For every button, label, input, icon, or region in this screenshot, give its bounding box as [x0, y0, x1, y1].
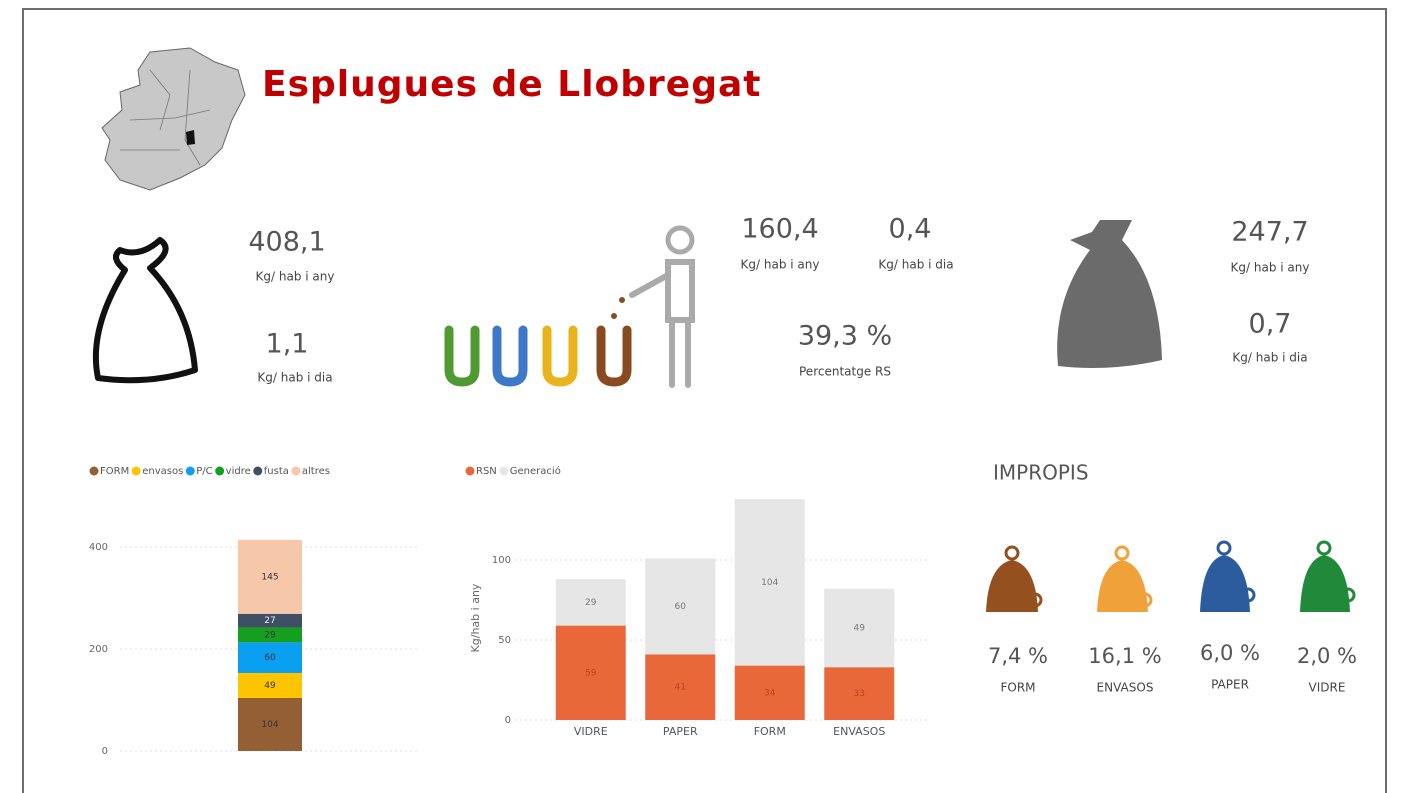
bar-segment: [238, 642, 302, 673]
bar-segment: [824, 667, 895, 720]
legend-marker: [499, 466, 509, 476]
y-tick-label: 400: [89, 542, 108, 553]
page-title: Esplugues de Llobregat: [262, 64, 761, 105]
kpi-value: 1,1: [266, 329, 309, 360]
x-tick-label: VIDRE: [574, 725, 608, 738]
impropis-label: ENVASOS: [1097, 681, 1154, 695]
x-tick-label: PAPER: [663, 725, 698, 738]
bar-segment: [238, 672, 302, 698]
impropis-value: 6,0 %: [1200, 641, 1260, 665]
bar-segment: [555, 579, 626, 626]
data-label: 41: [675, 683, 686, 693]
kpi-value: 0,4: [889, 214, 932, 245]
legend-label: fusta: [264, 466, 289, 477]
bar-segment: [238, 539, 302, 614]
kpi-value: 408,1: [248, 227, 325, 258]
bar-segment: [645, 558, 716, 655]
legend-marker: [253, 466, 263, 476]
kpi-unit: Kg/ hab i any: [1231, 261, 1310, 275]
legend-label: Generació: [510, 465, 561, 477]
y-tick-label: 100: [492, 555, 511, 566]
impropis-label: FORM: [1000, 681, 1035, 695]
data-label: 27: [264, 616, 275, 626]
data-label: 59: [585, 668, 597, 678]
legend-marker: [185, 466, 195, 476]
data-label: 60: [264, 653, 276, 663]
impropis-value: 7,4 %: [988, 644, 1048, 668]
kpi-value: 160,4: [741, 214, 818, 245]
kpi-value: 39,3 %: [798, 321, 892, 352]
y-axis-label: Kg/hab i any: [469, 583, 482, 652]
x-tick-label: FORM: [754, 725, 786, 738]
impropis-label: VIDRE: [1309, 681, 1346, 695]
legend-marker: [89, 466, 99, 476]
data-label: 104: [761, 578, 778, 588]
kpi-unit: Kg/ hab i any: [256, 270, 335, 284]
data-label: 49: [854, 624, 866, 634]
data-label: 60: [675, 602, 687, 612]
kpi-unit: Kg/ hab i any: [741, 258, 820, 272]
impropis-label: PAPER: [1211, 678, 1249, 692]
y-tick-label: 200: [89, 644, 108, 655]
legend-label: altres: [302, 466, 330, 477]
bar-segment: [555, 625, 626, 720]
kpi-unit: Kg/ hab i dia: [1232, 351, 1307, 365]
legend-marker: [465, 466, 475, 476]
legend-label: FORM: [100, 466, 129, 477]
frame-border: [22, 8, 1387, 793]
y-tick-label: 50: [498, 635, 511, 646]
bar-segment: [645, 654, 716, 720]
data-label: 145: [261, 572, 278, 582]
impropis-value: 2,0 %: [1297, 644, 1357, 668]
kpi-value: 247,7: [1231, 217, 1308, 248]
data-label: 104: [261, 720, 278, 730]
legend-marker: [291, 466, 301, 476]
kpi-unit: Kg/ hab i dia: [257, 371, 332, 385]
legend-label: vidre: [226, 466, 251, 477]
impropis-value: 16,1 %: [1088, 644, 1161, 668]
y-tick-label: 0: [505, 715, 511, 726]
bag-filled-icon: [1057, 220, 1162, 368]
bar-segment: [824, 588, 895, 668]
impropis-icons: [986, 540, 1356, 612]
legend-marker: [131, 466, 141, 476]
legend-label: RSN: [476, 466, 497, 477]
data-label: 29: [585, 598, 597, 608]
section-title: IMPROPIS: [993, 461, 1089, 485]
bar-segment: [238, 613, 302, 628]
bar-segment: [734, 665, 805, 720]
kpi-value: 0,7: [1249, 309, 1292, 340]
legend-label: envasos: [142, 466, 183, 477]
bar-segment: [238, 627, 302, 643]
kpi-unit: Kg/ hab i dia: [878, 258, 953, 272]
recycling-icon: [444, 225, 695, 388]
bar-segment: [734, 499, 805, 666]
frame: [22, 8, 1387, 793]
data-label: 33: [854, 689, 865, 699]
legend-marker: [215, 466, 225, 476]
bar-segment: [238, 697, 302, 751]
x-tick-label: ENVASOS: [833, 725, 885, 738]
legend-label: P/C: [196, 466, 212, 477]
bag-outline-icon: [92, 237, 198, 384]
data-label: 49: [264, 681, 276, 691]
y-tick-label: 0: [102, 746, 108, 757]
data-label: 34: [764, 688, 776, 698]
kpi-unit: Percentatge RS: [799, 365, 891, 379]
map-icon: [101, 47, 246, 191]
data-label: 29: [264, 630, 276, 640]
